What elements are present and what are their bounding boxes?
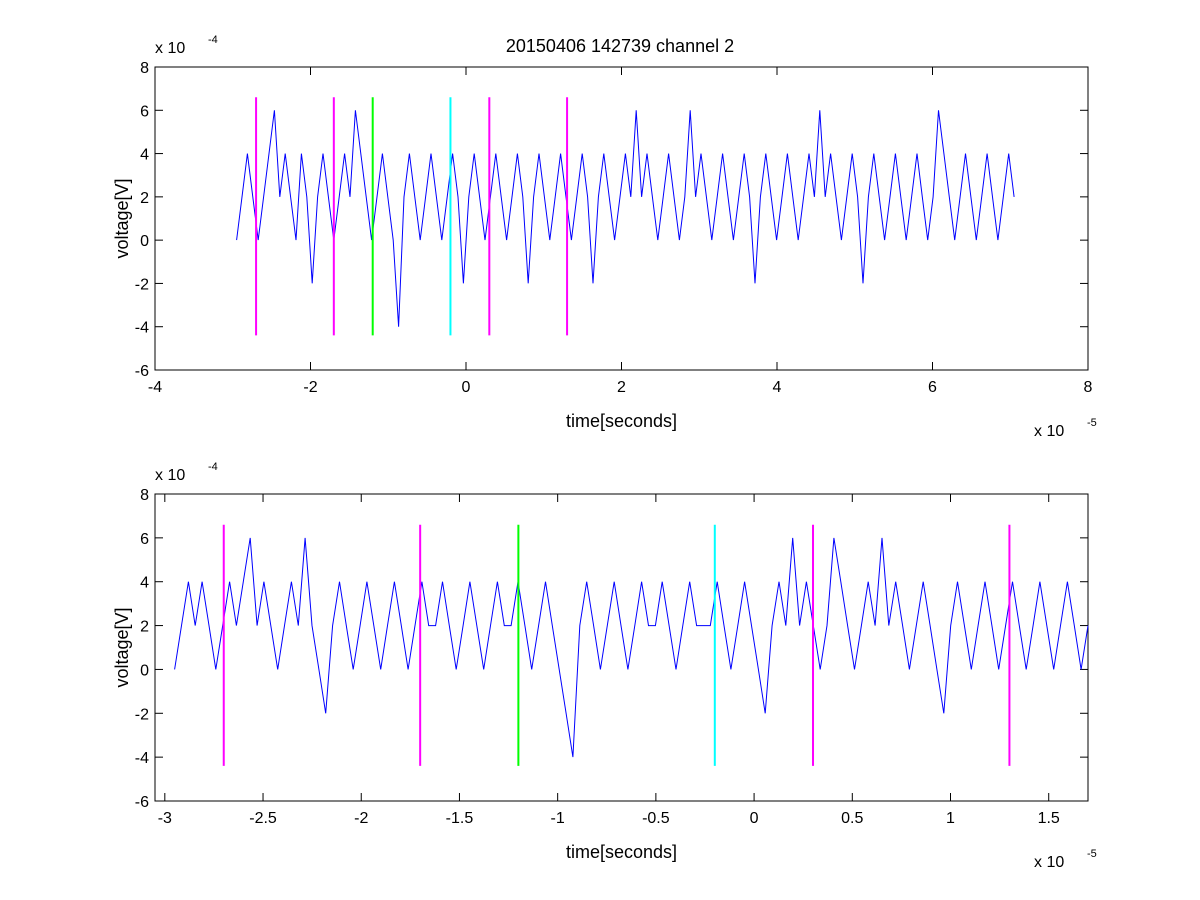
x-tick-label: 0.5 — [841, 810, 863, 827]
x-exponent-label: x 10 — [1034, 423, 1064, 440]
y-exponent-superscript: -4 — [208, 461, 218, 473]
signal-trace — [236, 110, 1015, 327]
y-tick-label: 4 — [140, 575, 149, 592]
y-exponent-superscript: -4 — [208, 34, 218, 46]
y-tick-label: -4 — [135, 750, 149, 767]
figure-title: 20150406 142739 channel 2 — [506, 36, 734, 56]
x-exponent-label: x 10 — [1034, 854, 1064, 871]
y-tick-label: 2 — [140, 190, 149, 207]
y-tick-label: 6 — [140, 103, 149, 120]
y-exponent-label: x 10 — [155, 40, 185, 57]
y-tick-label: 8 — [140, 60, 149, 77]
y-exponent-label: x 10 — [155, 467, 185, 484]
x-tick-label: 8 — [1084, 379, 1093, 396]
y-tick-label: 8 — [140, 487, 149, 504]
x-exponent-superscript: -5 — [1087, 848, 1097, 860]
y-tick-label: 4 — [140, 147, 149, 164]
y-tick-label: -4 — [135, 320, 149, 337]
x-tick-label: -1.5 — [446, 810, 474, 827]
bottom-panel: -3 -2.5 -2 -1.5 -1 -0.5 0 0.5 1 1.5 -6 -4 -2 0 2 4 6 8 tim… — [112, 461, 1097, 871]
x-tick-label: 2 — [617, 379, 626, 396]
y-tick-label: -6 — [135, 363, 149, 380]
y-tick-label: -2 — [135, 706, 149, 723]
y-tick-label: 0 — [140, 662, 149, 679]
y-tick-label: 2 — [140, 619, 149, 636]
x-tick-label: -2.5 — [249, 810, 277, 827]
y-tick-label: 0 — [140, 233, 149, 250]
x-tick-label: 1 — [946, 810, 955, 827]
x-tick-label: 6 — [928, 379, 937, 396]
x-tick-label: -2 — [354, 810, 368, 827]
x-tick-label: -0.5 — [642, 810, 670, 827]
y-axis-label: voltage[V] — [112, 607, 132, 687]
x-tick-label: 4 — [773, 379, 782, 396]
y-tick-label: -2 — [135, 276, 149, 293]
x-tick-label: -1 — [551, 810, 565, 827]
y-tick-label: -6 — [135, 794, 149, 811]
y-tick-label: 6 — [140, 531, 149, 548]
x-tick-label: 1.5 — [1038, 810, 1060, 827]
x-tick-label: -3 — [158, 810, 172, 827]
x-tick-label: -4 — [148, 379, 162, 396]
signal-trace — [174, 537, 1089, 758]
x-tick-label: 0 — [462, 379, 471, 396]
plot-area — [154, 493, 1089, 802]
x-tick-label: 0 — [750, 810, 759, 827]
x-axis-label: time[seconds] — [566, 842, 677, 862]
top-panel: -4 -2 0 2 4 6 8-6-4-202468time[seconds]voltage… — [112, 34, 1097, 440]
y-axis-label: voltage[V] — [112, 178, 132, 258]
x-exponent-superscript: -5 — [1087, 417, 1097, 429]
x-axis-label: time[seconds] — [566, 411, 677, 431]
x-tick-label: -2 — [303, 379, 317, 396]
